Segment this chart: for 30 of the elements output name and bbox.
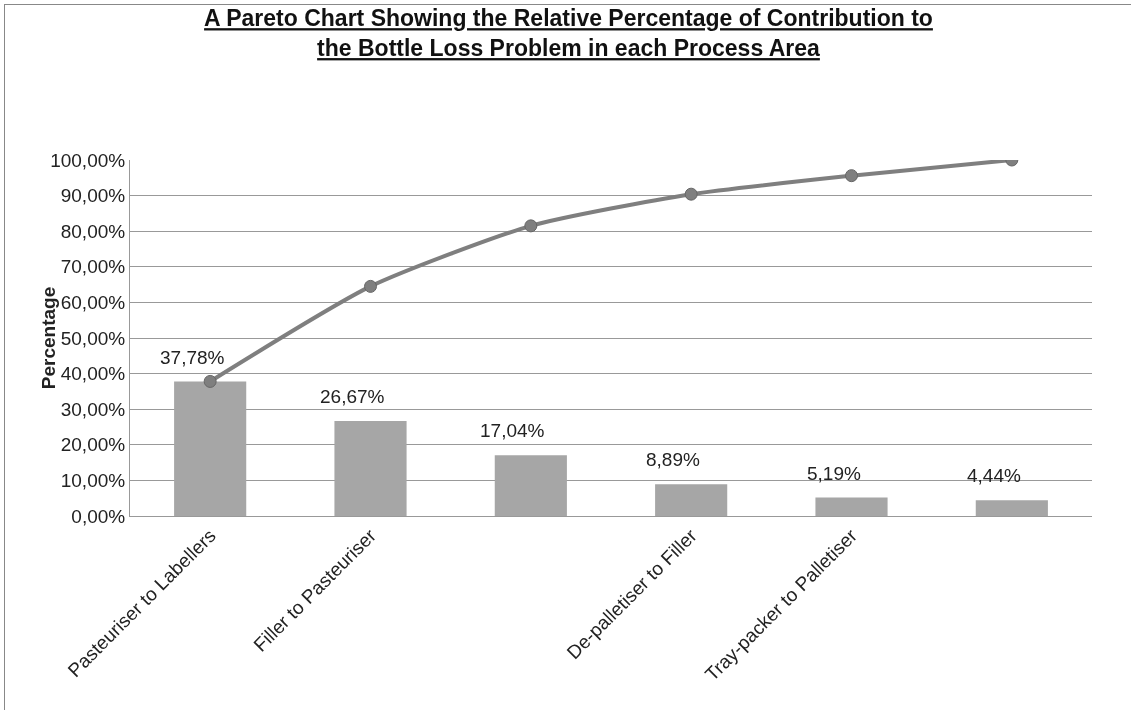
point <box>845 169 858 183</box>
y-tick-label: 70,00% <box>60 256 126 278</box>
y-tick-label: 100,00% <box>50 149 126 171</box>
y-tick-label: 0,00% <box>71 505 126 527</box>
point <box>203 374 217 388</box>
y-tick-label: 50,00% <box>60 327 126 349</box>
point <box>684 187 698 201</box>
y-tick-label: 20,00% <box>60 434 126 456</box>
chart-title: A Pareto Chart Showing the Relative Percentage of Contribution to the Bottle Loss Problem in each Process Area <box>204 5 933 62</box>
bar <box>655 484 728 516</box>
y-tick-label: 10,00% <box>60 470 126 492</box>
point <box>524 219 538 233</box>
y-tick-label: 80,00% <box>60 220 126 242</box>
bar <box>975 500 1048 516</box>
y-tick-label: 30,00% <box>60 398 126 420</box>
y-tick-label: 60,00% <box>60 292 126 314</box>
data-label: 8,89% <box>646 449 700 470</box>
data-label: 5,19% <box>807 463 861 484</box>
bar <box>334 421 407 516</box>
data-label: 37,78% <box>160 347 225 368</box>
bar <box>174 381 247 516</box>
y-tick-label: 90,00% <box>60 185 126 207</box>
bar <box>815 497 888 516</box>
bar <box>494 455 567 516</box>
y-axis-title: Percentage <box>37 286 59 390</box>
y-tick-label: 40,00% <box>60 363 126 385</box>
data-label: 26,67% <box>320 386 385 407</box>
point <box>364 279 377 293</box>
data-label: 4,44% <box>967 465 1021 486</box>
data-label: 17,04% <box>480 420 545 441</box>
